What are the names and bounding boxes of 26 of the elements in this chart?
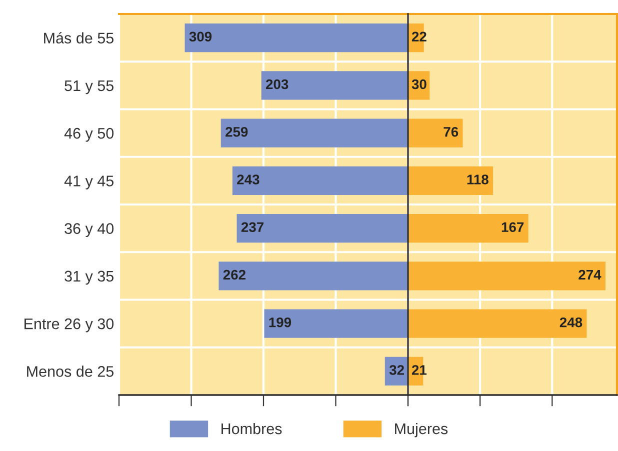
data-label: 22 (412, 32, 426, 42)
y-tick-label: 31 y 35 (64, 270, 114, 285)
data-label: 76 (444, 126, 458, 137)
legend-label: Hombres (222, 422, 282, 434)
data-label: 30 (412, 79, 426, 90)
data-label: 243 (237, 174, 260, 184)
y-tick-label: 51 y 55 (64, 80, 114, 94)
y-tick-label: Entre 26 y 30 (24, 318, 114, 332)
y-tick-label: Menos de 25 (27, 366, 114, 377)
y-tick-label: 41 y 45 (64, 176, 114, 190)
data-label: 309 (189, 32, 212, 42)
y-tick-label: 36 y 40 (64, 223, 114, 238)
data-label: 262 (223, 270, 246, 280)
data-label: 259 (226, 126, 248, 137)
data-label: 199 (269, 317, 292, 328)
data-label: 167 (502, 222, 524, 232)
y-tick-label: 46 y 50 (64, 128, 114, 142)
data-label: 21 (412, 365, 427, 375)
data-label: 32 (389, 365, 404, 375)
data-label: 274 (578, 270, 602, 280)
data-label: 203 (266, 79, 288, 90)
legend-label: Mujeres (395, 422, 448, 438)
data-label: 118 (467, 174, 488, 184)
data-label: 237 (241, 222, 264, 232)
y-tick-label: Más de 55 (44, 32, 114, 44)
data-label: 248 (560, 317, 582, 328)
